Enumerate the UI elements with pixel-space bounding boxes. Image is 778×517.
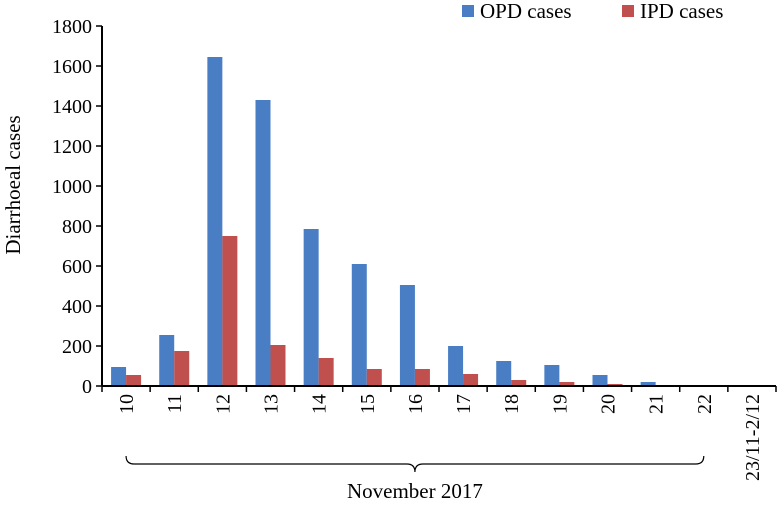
y-tick-label: 1600: [52, 56, 92, 78]
bar-opd-cases-21: [640, 382, 656, 386]
bar-opd-cases-14: [303, 229, 319, 386]
y-tick-label: 0: [82, 376, 92, 398]
bar-ipd-cases-14: [318, 358, 334, 386]
november-brace: [125, 455, 705, 473]
legend: OPD cases IPD cases: [462, 0, 723, 23]
x-tick-label: 20: [598, 394, 620, 414]
bar-ipd-cases-18: [511, 380, 527, 386]
y-axis-label: Diarrhoeal cases: [1, 115, 25, 254]
x-tick-label: 21: [646, 394, 668, 414]
bar-ipd-cases-16: [414, 369, 430, 386]
bar-opd-cases-16: [399, 285, 415, 386]
y-tick-label: 200: [62, 336, 92, 358]
legend-label: OPD cases: [480, 0, 572, 23]
y-tick-label: 1400: [52, 96, 92, 118]
bar-ipd-cases-10: [126, 375, 142, 386]
november-2017-label: November 2017: [347, 479, 483, 503]
bar-opd-cases-11: [159, 335, 175, 386]
x-tick-label: 23/11-2/12: [742, 394, 764, 481]
bar-ipd-cases-12: [222, 236, 238, 386]
x-tick-label: 17: [453, 394, 475, 414]
x-tick-label: 22: [694, 394, 716, 414]
bar-opd-cases-12: [207, 57, 223, 386]
y-tick-label: 400: [62, 296, 92, 318]
x-tick-label: 19: [549, 394, 571, 414]
x-tick-label: 13: [261, 394, 283, 414]
bar-ipd-cases-19: [559, 382, 575, 386]
bar-ipd-cases-17: [463, 374, 479, 386]
x-tick-label: 15: [357, 394, 379, 414]
bar-opd-cases-19: [544, 365, 560, 386]
y-ticks: 0 200 400 600 800 1000 1200 1400 1600 1800: [52, 16, 102, 398]
bar-opd-cases-17: [448, 346, 464, 386]
bars-layer: [111, 57, 752, 386]
y-tick-label: 600: [62, 256, 92, 278]
legend-swatch: [462, 5, 474, 17]
legend-label: IPD cases: [640, 0, 723, 23]
bar-opd-cases-10: [111, 367, 127, 386]
x-tick-label: 11: [164, 394, 186, 413]
x-tick-label: 10: [116, 394, 138, 414]
y-tick-label: 1000: [52, 176, 92, 198]
bar-ipd-cases-13: [270, 345, 286, 386]
y-tick-label: 1800: [52, 16, 92, 38]
x-tick-label: 14: [309, 394, 331, 414]
x-ticks: 10 11 12 13 14 15 16 17 18 19 20 21 22 23/11-2/12: [101, 386, 777, 481]
bar-opd-cases-15: [351, 264, 367, 386]
y-tick-label: 800: [62, 216, 92, 238]
x-tick-label: 16: [405, 394, 427, 414]
x-tick-label: 12: [212, 394, 234, 414]
bar-opd-cases-18: [496, 361, 512, 386]
legend-swatch: [622, 5, 634, 17]
x-tick-label: 18: [501, 394, 523, 414]
bar-opd-cases-20: [592, 375, 608, 386]
bar-ipd-cases-11: [174, 351, 190, 386]
y-tick-label: 1200: [52, 136, 92, 158]
bar-opd-cases-13: [255, 100, 271, 386]
bar-ipd-cases-15: [366, 369, 382, 386]
